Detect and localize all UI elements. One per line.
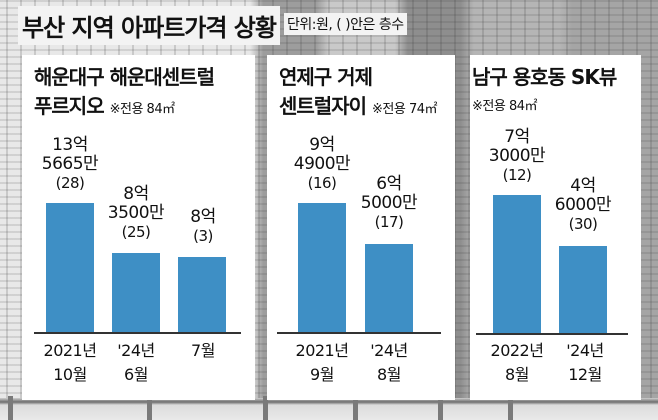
x-axis-label: '24년 12월 (566, 341, 604, 384)
panel-title: 연제구 거제 센트럴자이 ※전용 74㎡ (279, 63, 438, 124)
bar-value-label: 8억 3500만 (25) (107, 184, 165, 242)
panel-title: 해운대구 해운대센트럴 푸르지오 ※전용 84㎡ (34, 63, 215, 124)
x-axis-label: 7월 (191, 341, 215, 360)
background-post (353, 396, 358, 420)
x-axis-label: '24년 6월 (117, 341, 155, 384)
bar (112, 253, 160, 332)
chart-panel-haeundae: 해운대구 해운대센트럴 푸르지오 ※전용 84㎡ 13억 5665만 (28) 8… (22, 55, 255, 400)
unit-note: 단위:원, ( )안은 층수 (284, 13, 407, 35)
chart-panel-yeonje: 연제구 거제 센트럴자이 ※전용 74㎡ 9억 4900만 (16) 6억 500… (267, 55, 455, 400)
bar-value-label: 8억 (3) (190, 207, 216, 246)
background-post (147, 396, 152, 420)
apartment-name-line1: 연제구 거제 (279, 65, 373, 89)
header: 부산 지역 아파트가격 상황 단위:원, ( )안은 층수 (0, 0, 658, 45)
background-post (8, 396, 13, 420)
x-axis-label: 2021년 9월 (295, 341, 349, 384)
bar-value-label: 7억 3000만 (12) (488, 127, 546, 185)
bar-value-label: 13억 5665만 (28) (41, 135, 99, 193)
bar (493, 195, 541, 333)
bar (298, 203, 346, 332)
x-axis-label: '24년 8월 (370, 341, 408, 384)
background-post (508, 396, 513, 420)
apartment-name: 남구 용호동 SK뷰 (472, 65, 617, 89)
background-ground (0, 398, 658, 420)
chart-panel-nam: 남구 용호동 SK뷰 ※전용 84㎡ 7억 3000만 (12) 4억 6000… (470, 55, 641, 400)
page-title: 부산 지역 아파트가격 상황 (18, 6, 280, 45)
x-axis-line (476, 333, 628, 335)
apartment-name-line2: 푸르지오 (34, 94, 105, 118)
bar (365, 244, 413, 332)
apartment-name-line1: 해운대구 해운대센트럴 (34, 65, 215, 89)
background-post (438, 396, 443, 420)
apartment-name-line2: 센트럴자이 (279, 94, 367, 118)
bar-value-label: 9억 4900만 (16) (293, 135, 351, 193)
bar-value-label: 6억 5000만 (17) (360, 174, 418, 232)
background-post (263, 396, 268, 420)
x-axis-line (34, 332, 241, 334)
bar-value-label: 4억 6000만 (30) (554, 176, 612, 234)
panel-title: 남구 용호동 SK뷰 (472, 63, 617, 92)
area-note: ※전용 84㎡ (472, 99, 538, 114)
area-note: ※전용 74㎡ (372, 102, 438, 117)
area-note: ※전용 84㎡ (109, 102, 176, 117)
bar (559, 246, 607, 333)
bar (46, 203, 94, 332)
x-axis-line (277, 332, 441, 334)
x-axis-label: 2022년 8월 (490, 341, 544, 384)
bar (178, 257, 226, 332)
x-axis-label: 2021년 10월 (43, 341, 97, 384)
